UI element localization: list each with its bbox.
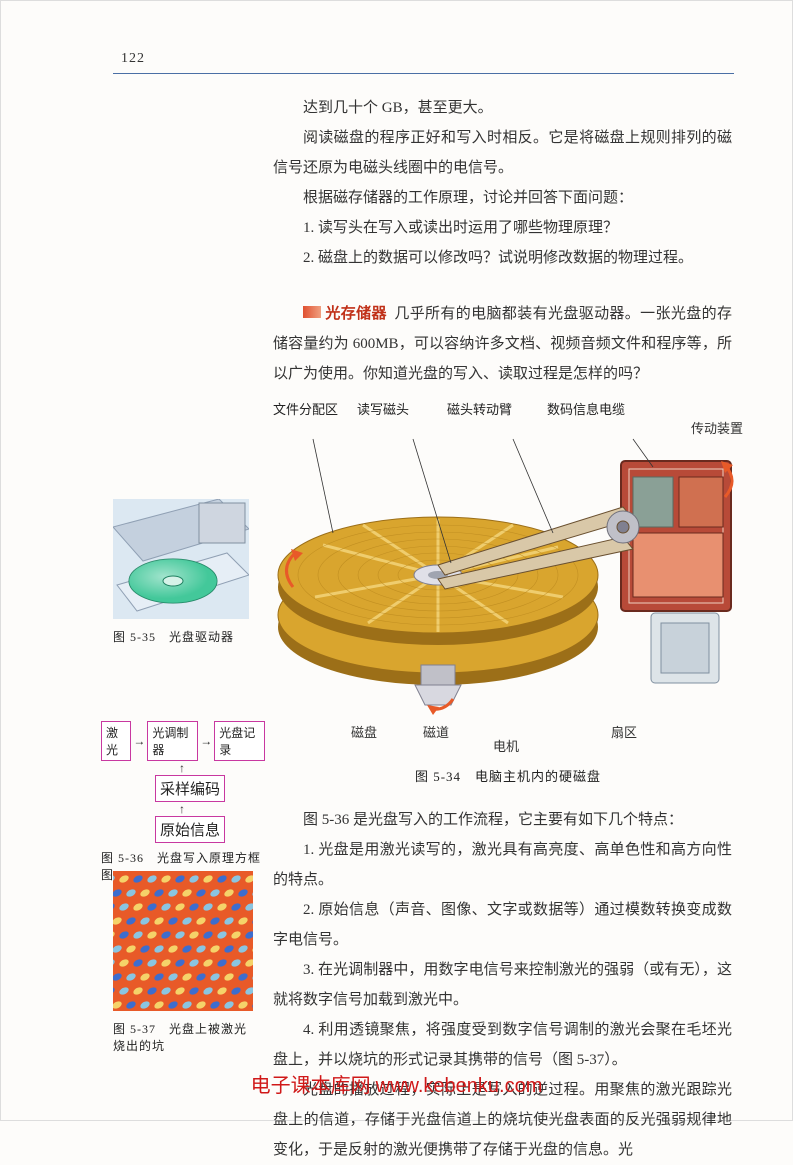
lbl-track: 磁道 bbox=[423, 722, 449, 741]
discuss-line: 根据磁存储器的工作原理，讨论并回答下面问题： bbox=[273, 183, 732, 213]
figure-5-37: 图 5-37 光盘上被激光烧出的坑 bbox=[113, 871, 255, 1054]
box-laser: 激光 bbox=[101, 721, 131, 761]
page-number: 122 bbox=[121, 51, 145, 67]
arrow-right-1: → bbox=[131, 734, 147, 749]
lbl-rw-head: 读写磁头 bbox=[357, 399, 447, 418]
intro-p1: 达到几十个 GB，甚至更大。 bbox=[273, 93, 732, 123]
arrow-up-1: ↑ bbox=[179, 761, 185, 775]
watermark: 电子课本库网 www.kebenku.com bbox=[1, 1069, 792, 1098]
watermark-url: www.kebenku.com bbox=[376, 1075, 543, 1097]
figure-5-35: 图 5-35 光盘驱动器 bbox=[113, 499, 253, 645]
lbl-sector: 扇区 bbox=[611, 722, 637, 741]
disc-pits-illustration bbox=[113, 871, 253, 1011]
workflow-intro: 图 5-36 是光盘写入的工作流程，它主要有如下几个特点： bbox=[273, 805, 732, 835]
section-optical-storage: 光存储器几乎所有的电脑都装有光盘驱动器。一张光盘的存储容量约为 600MB，可以… bbox=[273, 299, 732, 389]
figure-5-36: 激光 → 光调制器 → 光盘记录 ↑ 采样编码 ↑ 原始信息 图 5-36 光盘… bbox=[101, 721, 265, 883]
arrow-right-2: → bbox=[198, 734, 214, 749]
box-encode: 采样编码 bbox=[155, 775, 225, 802]
point-2: 2. 原始信息（声音、图像、文字或数据等）通过模数转换变成数字电信号。 bbox=[273, 895, 732, 955]
lbl-motor: 电机 bbox=[493, 736, 519, 755]
fig534-top-labels: 文件分配区 读写磁头 磁头转动臂 数码信息电缆 bbox=[273, 399, 743, 418]
section-heading: 光存储器 bbox=[325, 306, 387, 322]
point-4: 4. 利用透镜聚焦，将强度受到数字信号调制的激光会聚在毛坯光盘上，并以烧坑的形式… bbox=[273, 1015, 732, 1075]
box-source: 原始信息 bbox=[155, 816, 225, 843]
workflow-text: 图 5-36 是光盘写入的工作流程，它主要有如下几个特点： 1. 光盘是用激光读… bbox=[273, 805, 732, 1165]
box-record: 光盘记录 bbox=[214, 721, 265, 761]
box-modulator: 光调制器 bbox=[147, 721, 198, 761]
lbl-drive-mech: 传动装置 bbox=[273, 418, 743, 437]
figure-5-34: 文件分配区 读写磁头 磁头转动臂 数码信息电缆 传动装置 bbox=[273, 399, 743, 785]
hard-disk-illustration bbox=[273, 437, 743, 717]
flow-col: ↑ 采样编码 ↑ 原始信息 bbox=[155, 761, 265, 843]
point-3: 3. 在光调制器中，用数字电信号来控制激光的强弱（或有无），这就将数字信号加载到… bbox=[273, 955, 732, 1015]
fig535-caption: 图 5-35 光盘驱动器 bbox=[113, 628, 253, 645]
fig534-bottom-labels: 磁盘 磁道 电机 扇区 bbox=[273, 722, 743, 742]
header-rule bbox=[113, 73, 734, 74]
watermark-sitename: 电子课本库网 bbox=[251, 1075, 371, 1097]
intro-p2: 阅读磁盘的程序正好和写入时相反。它是将磁盘上规则排列的磁信号还原为电磁头线圈中的… bbox=[273, 123, 732, 183]
question-1: 1. 读写头在写入或读出时运用了哪些物理原理？ bbox=[273, 213, 732, 243]
fig534-caption: 图 5-34 电脑主机内的硬磁盘 bbox=[273, 766, 743, 785]
lbl-actuator-arm: 磁头转动臂 bbox=[447, 399, 547, 418]
question-2: 2. 磁盘上的数据可以修改吗？试说明修改数据的物理过程。 bbox=[273, 243, 732, 273]
flow-row-top: 激光 → 光调制器 → 光盘记录 bbox=[101, 721, 265, 761]
lbl-disk: 磁盘 bbox=[351, 722, 377, 741]
arrow-up-2: ↑ bbox=[179, 802, 185, 816]
point-1: 1. 光盘是用激光读写的，激光具有高亮度、高单色性和高方向性的特点。 bbox=[273, 835, 732, 895]
optical-drive-illustration bbox=[113, 499, 249, 619]
section-deco-icon bbox=[303, 306, 321, 318]
main-text-column: 达到几十个 GB，甚至更大。 阅读磁盘的程序正好和写入时相反。它是将磁盘上规则排… bbox=[273, 93, 732, 1165]
lbl-data-cable: 数码信息电缆 bbox=[547, 399, 647, 418]
lbl-file-alloc: 文件分配区 bbox=[273, 399, 357, 418]
fig537-caption: 图 5-37 光盘上被激光烧出的坑 bbox=[113, 1020, 255, 1054]
